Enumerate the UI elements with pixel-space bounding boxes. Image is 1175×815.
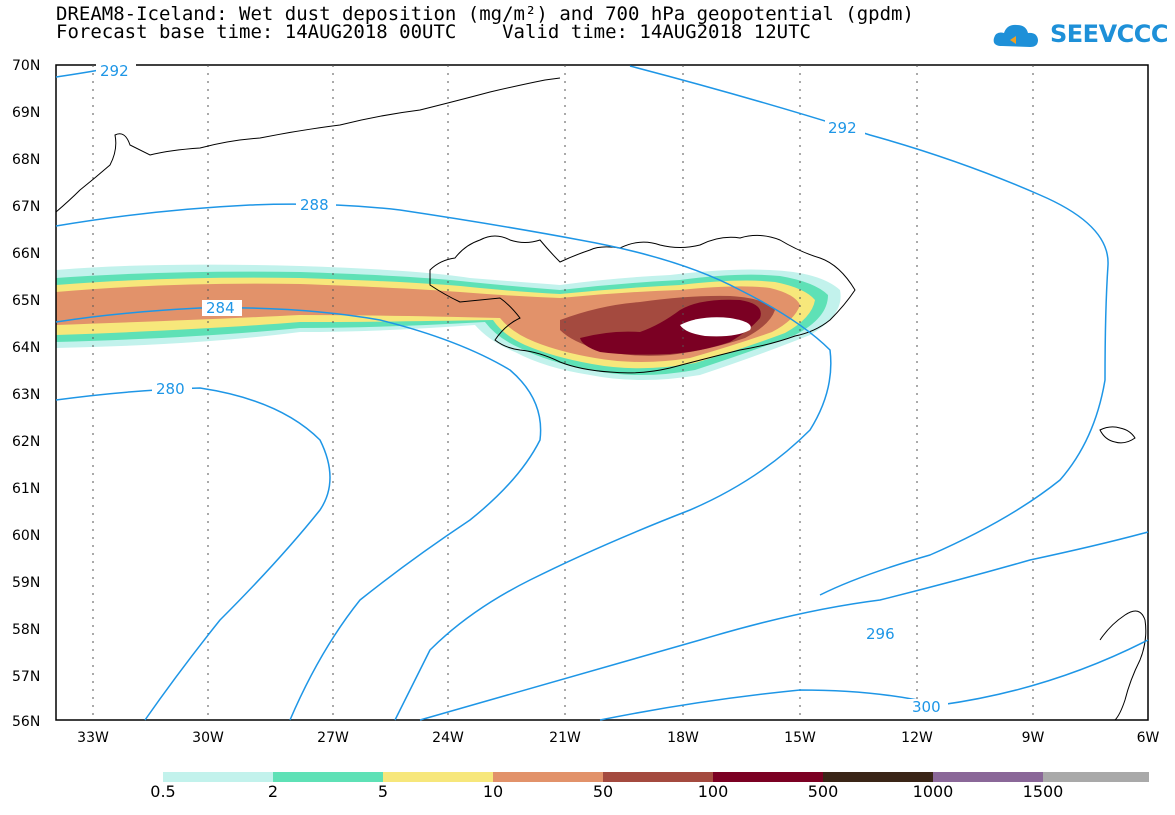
colorbar-bin-7 [933, 772, 1043, 782]
lat-label: 68N [12, 152, 40, 168]
lat-label: 57N [12, 669, 40, 685]
contour-label-296: 296 [866, 625, 895, 643]
contour-lines [55, 65, 1149, 721]
colorbar-bin-0 [163, 772, 273, 782]
lat-label: 66N [12, 246, 40, 262]
contour-284 [55, 307, 542, 721]
cloud-logo-icon [993, 24, 1038, 47]
lat-label: 69N [12, 105, 40, 121]
gridlines [92, 65, 1034, 720]
contour-300 [599, 639, 1149, 721]
lat-label: 58N [12, 622, 40, 638]
contour-label-300: 300 [912, 698, 941, 716]
colorbar [163, 772, 1149, 782]
contour-label-292a: 292 [100, 62, 129, 80]
contour-296 [419, 531, 1149, 721]
colorbar-bin-5 [713, 772, 823, 782]
colorbar-bin-6 [823, 772, 933, 782]
colorbar-bin-4 [603, 772, 713, 782]
lat-label: 60N [12, 528, 40, 544]
map-title-line1: DREAM8-Iceland: Wet dust deposition (mg/… [56, 3, 914, 25]
lon-label: 12W [901, 730, 933, 746]
legend-label: 50 [592, 782, 614, 801]
coastlines [55, 77, 1147, 721]
colorbar-bin-8 [1043, 772, 1149, 782]
plot-frame [55, 64, 1149, 721]
legend-label: 100 [697, 782, 729, 801]
lon-label: 15W [784, 730, 816, 746]
lat-label: 67N [12, 199, 40, 215]
contour-label-280: 280 [156, 380, 185, 398]
lat-label: 61N [12, 481, 40, 497]
plume-gap [680, 317, 751, 337]
lat-label: 64N [12, 340, 40, 356]
lon-label: 6W [1137, 730, 1160, 746]
contour-label-288: 288 [300, 196, 329, 214]
legend-label: 2 [267, 782, 279, 801]
lon-label: 33W [77, 730, 109, 746]
lat-label: 65N [12, 293, 40, 309]
legend-label: 1500 [1022, 782, 1064, 801]
colorbar-bin-3 [493, 772, 603, 782]
lat-label: 56N [12, 714, 40, 730]
greenland-coast [55, 77, 561, 213]
colorbar-bin-1 [273, 772, 383, 782]
lat-label: 63N [12, 387, 40, 403]
contour-label-284: 284 [206, 299, 235, 317]
lon-label: 24W [432, 730, 464, 746]
lon-label: 27W [317, 730, 349, 746]
legend-label: 5 [377, 782, 389, 801]
lat-label: 62N [12, 434, 40, 450]
iceland-coast [429, 234, 856, 374]
faroe-coast [1099, 426, 1136, 444]
legend-label: 10 [482, 782, 504, 801]
lon-label: 30W [192, 730, 224, 746]
lat-label: 59N [12, 575, 40, 591]
legend-label: 1000 [912, 782, 954, 801]
lon-label: 18W [667, 730, 699, 746]
lon-label: 9W [1022, 730, 1045, 746]
legend-label: 0.5 [150, 782, 176, 801]
legend-label: 500 [807, 782, 839, 801]
contour-label-292b: 292 [828, 119, 857, 137]
lat-labels: 70N 69N 68N 67N 66N 65N 64N 63N 62N 61N … [12, 58, 40, 730]
scotland-coast [1099, 610, 1147, 721]
contour-labels: 292 292 288 284 280 296 300 [96, 62, 948, 716]
colorbar-bin-2 [383, 772, 493, 782]
logo-text: SEEVCCC [1050, 20, 1169, 48]
lon-labels: 33W 30W 27W 24W 21W 18W 15W 12W 9W 6W [77, 730, 1159, 746]
lon-label: 21W [549, 730, 581, 746]
map-title-line2: Forecast base time: 14AUG2018 00UTC Vali… [56, 21, 811, 43]
plume-bin-100 [580, 299, 761, 355]
lat-label: 70N [12, 58, 40, 74]
contour-280 [55, 387, 331, 721]
